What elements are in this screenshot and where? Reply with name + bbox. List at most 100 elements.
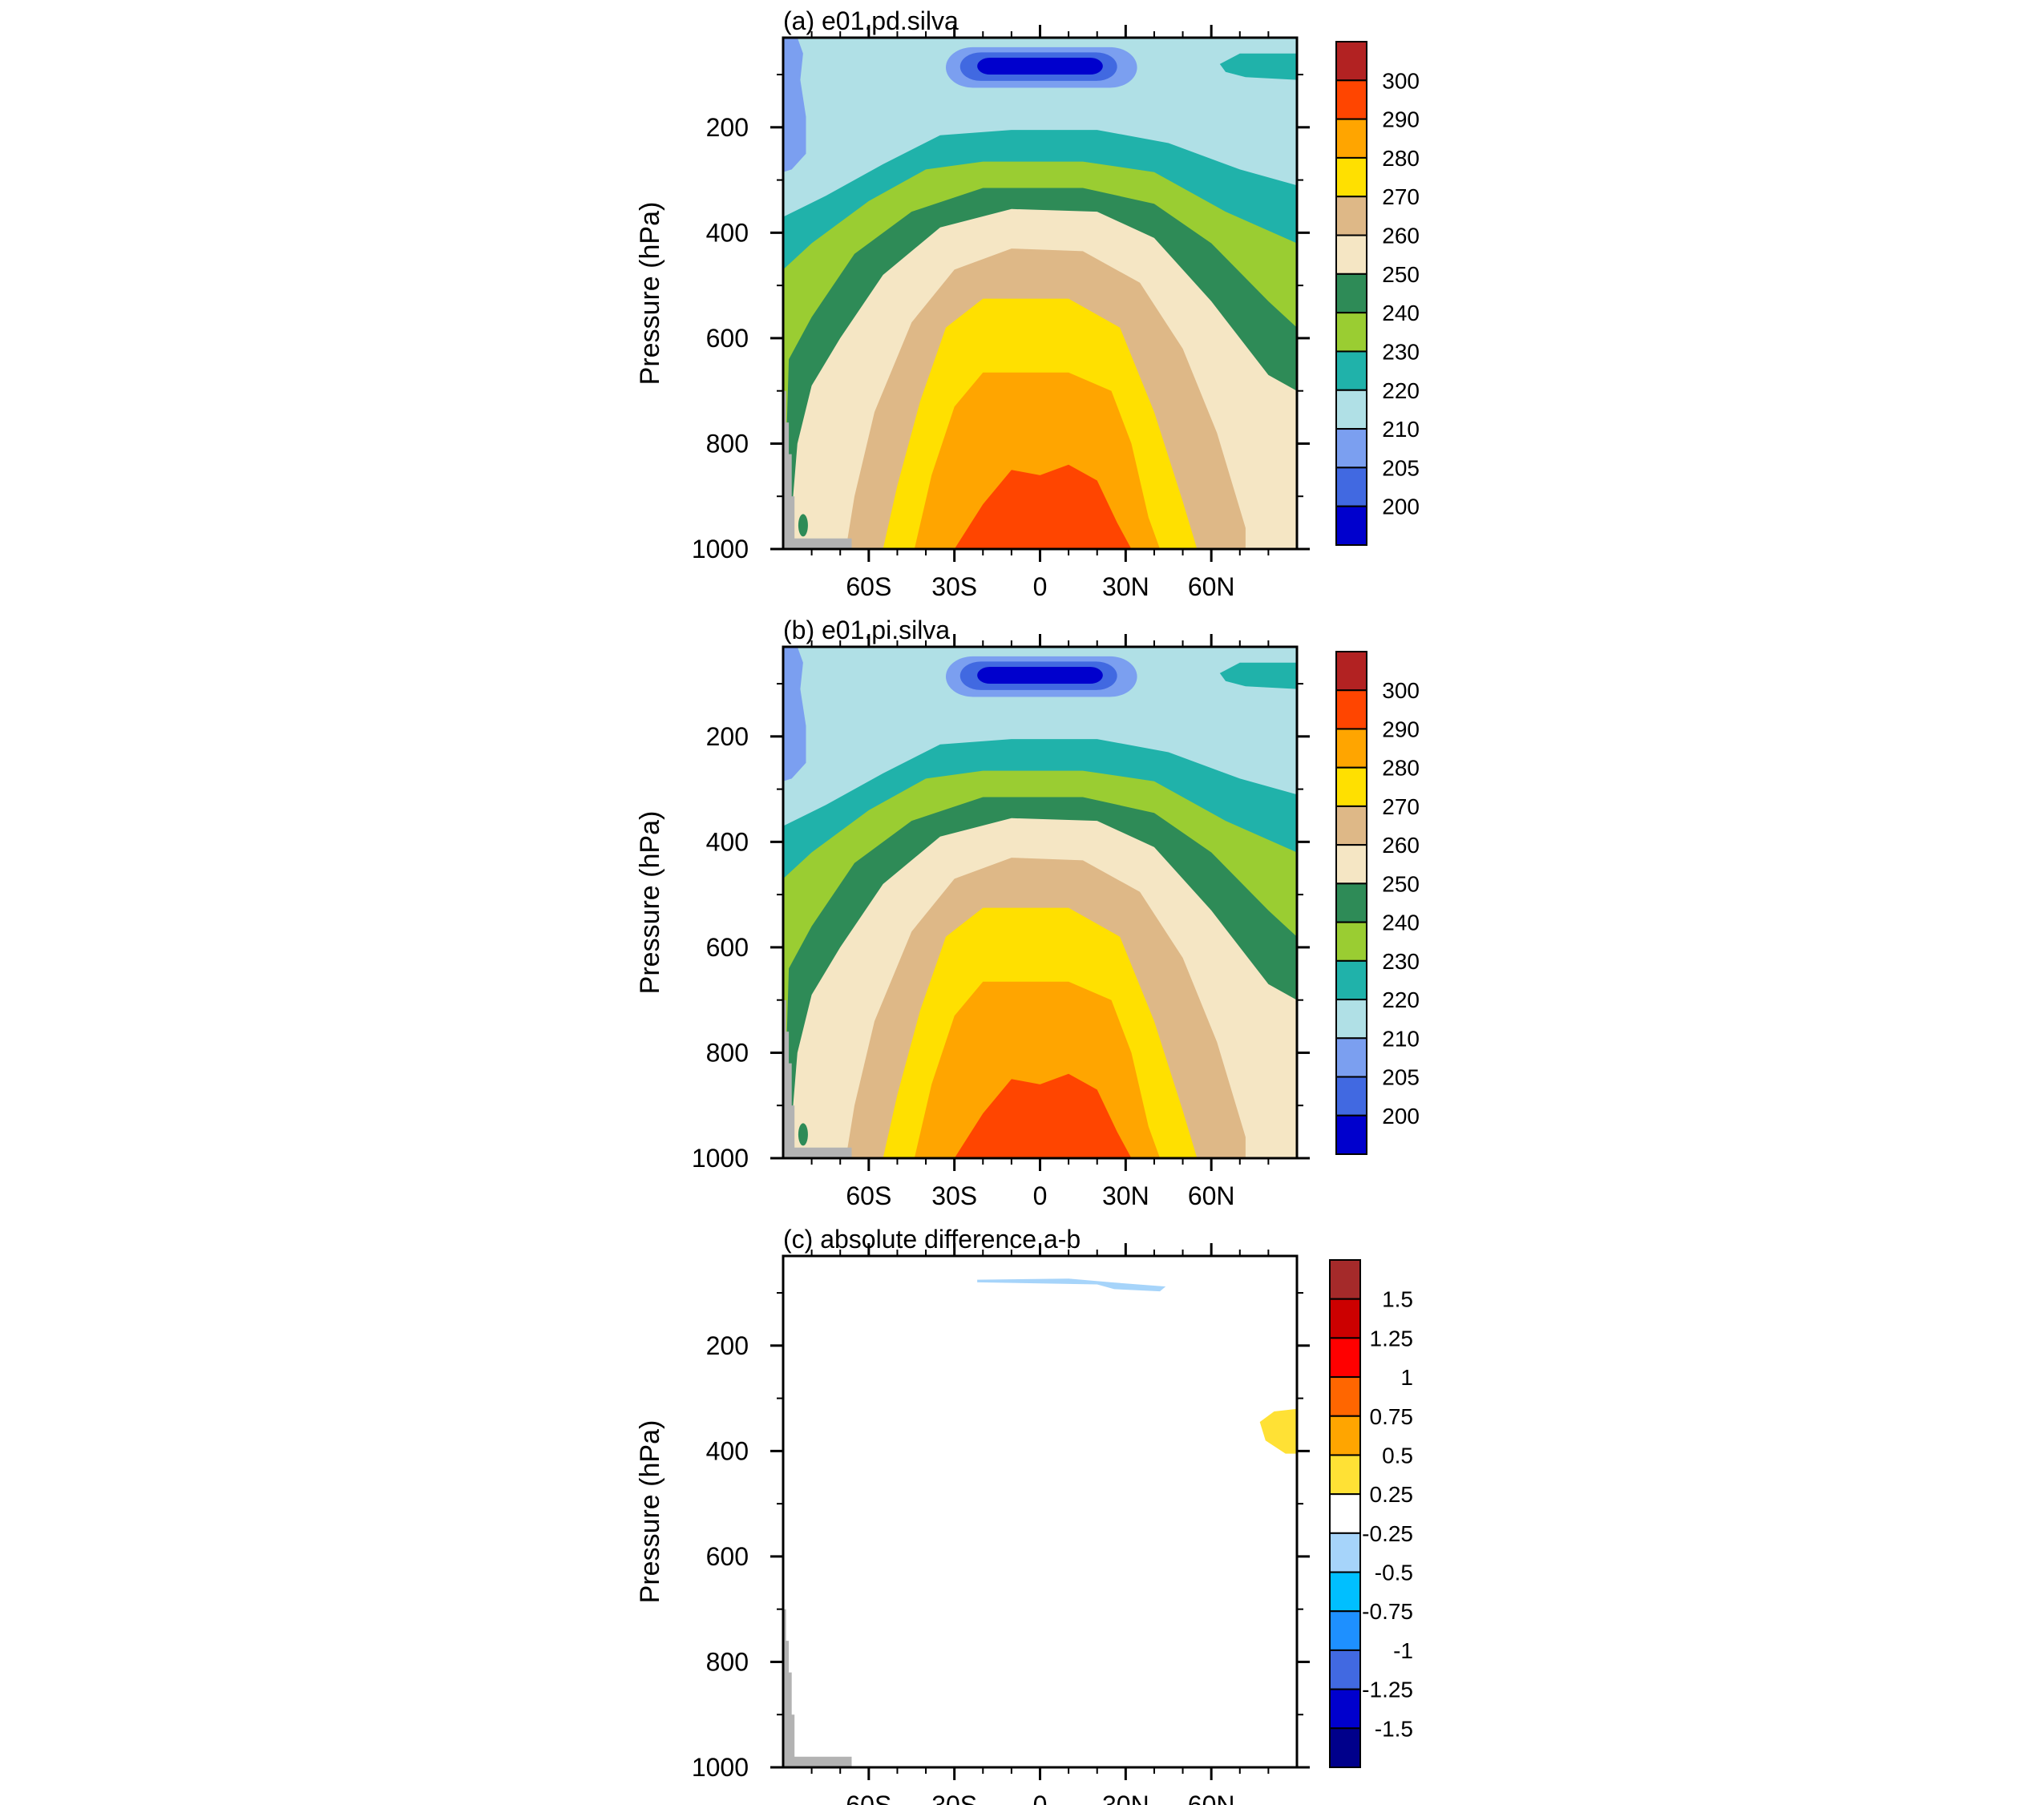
colorbar-label: 205 [1382,455,1420,480]
colorbar-label: -1.5 [1375,1716,1413,1741]
y-tick-label: 400 [706,1436,749,1465]
colorbar-swatch [1329,1454,1361,1496]
colorbar-swatch [1335,999,1367,1040]
contour-field [783,38,1297,549]
colorbar-label: 300 [1382,678,1420,703]
contour-205-south [783,647,806,781]
colorbar: 300 290 280 270 260 250 240 230 220 210 205 200 [1335,651,1420,1156]
colorbar-label: 210 [1382,1026,1420,1051]
colorbar-label: 260 [1382,833,1420,858]
chart-title: (b) e01.pi.silva [783,616,950,644]
colorbar-swatch [1329,1532,1361,1573]
x-tick-label: 60S [846,1181,891,1210]
colorbar-swatch [1329,1298,1361,1339]
colorbar: 300 290 280 270 260 250 240 230 220 210 205 200 [1335,41,1420,547]
contour-290 [954,1073,1132,1158]
colorbar-label: 230 [1382,949,1420,974]
y-tick-label: 600 [706,1542,749,1571]
colorbar-swatch [1335,312,1367,353]
y-tick-label: 800 [706,1647,749,1676]
colorbar-swatch [1335,466,1367,507]
colorbar-swatch [1329,1688,1361,1730]
x-tick-label: 30S [931,572,977,601]
y-tick-label: 800 [706,1038,749,1067]
colorbar-label: 300 [1382,68,1420,93]
colorbar-label: 270 [1382,184,1420,209]
colorbar-swatch [1329,1493,1361,1534]
colorbar-label: 260 [1382,224,1420,248]
contour-220-north [1219,53,1297,80]
y-axis-label: Pressure (hPa) [635,1420,665,1604]
contour-field [783,647,1297,1158]
colorbar-label: -1 [1393,1638,1413,1663]
colorbar-swatch [1335,118,1367,159]
y-tick-label: 400 [706,218,749,247]
contour-200 [977,666,1103,684]
colorbar-swatch [1335,156,1367,198]
colorbar-label: -1.25 [1362,1678,1413,1702]
colorbar-swatch [1329,1337,1361,1379]
colorbar-swatch [1335,959,1367,1001]
y-tick-label: 400 [706,827,749,856]
colorbar-swatch [1335,1076,1367,1117]
colorbar-label: 290 [1382,717,1420,741]
colorbar-label: 220 [1382,987,1420,1012]
colorbar-swatch [1329,1649,1361,1690]
x-tick-label: 60N [1188,1791,1235,1805]
colorbar-label: 200 [1382,1104,1420,1129]
contour-field [783,1256,1297,1767]
y-tick-label: 600 [706,933,749,962]
colorbar-label: 240 [1382,301,1420,325]
colorbar-label: 0.5 [1382,1443,1413,1468]
colorbar-swatch [1335,1114,1367,1156]
panel-1: (a) e01.pd.silva Pressure (hPa) 200 400 600 8… [635,6,1420,601]
colorbar-swatch [1335,651,1367,692]
colorbar-label: 240 [1382,911,1420,935]
colorbar-swatch [1335,805,1367,846]
chart-title: (a) e01.pd.silva [783,6,959,35]
colorbar-swatch [1335,196,1367,236]
y-tick-label: 1000 [692,535,749,563]
contour-205-south [783,38,806,172]
y-tick-label: 200 [706,113,749,142]
x-tick-label: 0 [1033,1791,1048,1805]
colorbar-swatch [1335,234,1367,275]
y-tick-label: 1000 [692,1144,749,1173]
x-tick-label: 0 [1033,572,1048,601]
colorbar-swatch [1335,689,1367,730]
colorbar-label: 0.75 [1370,1404,1414,1429]
colorbar-swatch [1335,273,1367,314]
y-axis-label: Pressure (hPa) [635,811,665,995]
colorbar-swatch [1329,1415,1361,1456]
colorbar-label: 1.5 [1382,1287,1413,1312]
contour-240-surface [798,1123,808,1146]
colorbar-label: 1 [1400,1365,1413,1390]
panel-3: (c) absolute difference a-b Pressure (hPa… [635,1225,1413,1805]
contour-220-north [1219,662,1297,689]
colorbar-swatch [1329,1727,1361,1768]
y-tick-label: 1000 [692,1753,749,1782]
colorbar-swatch [1335,882,1367,923]
contour-200 [977,57,1103,75]
colorbar-swatch [1335,921,1367,962]
colorbar-swatch [1329,1259,1361,1300]
colorbar-label: 1.25 [1370,1326,1414,1351]
colorbar-label: -0.5 [1375,1561,1413,1585]
y-tick-label: 600 [706,324,749,353]
colorbar-swatch [1335,389,1367,430]
colorbar-swatch [1329,1610,1361,1651]
panel-2: (b) e01.pi.silva Pressure (hPa) 200 400 600 8… [635,616,1420,1210]
colorbar-label: 220 [1382,378,1420,403]
colorbar-swatch [1335,1037,1367,1078]
colorbar-label: -0.25 [1362,1521,1413,1546]
x-tick-label: 30N [1102,1181,1149,1210]
colorbar-swatch [1335,844,1367,885]
topography-mask [783,390,852,549]
colorbar-swatch [1329,1571,1361,1613]
colorbar-label: 230 [1382,339,1420,364]
colorbar-swatch [1329,1376,1361,1417]
x-tick-label: 30S [931,1181,977,1210]
colorbar-label: 0.25 [1370,1482,1414,1507]
anomaly-positive [1259,1408,1297,1454]
x-tick-label: 60S [846,1791,891,1805]
